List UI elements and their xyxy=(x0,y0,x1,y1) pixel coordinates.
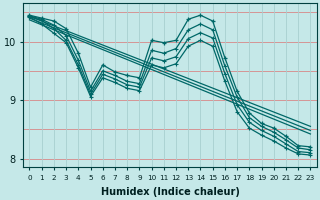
X-axis label: Humidex (Indice chaleur): Humidex (Indice chaleur) xyxy=(100,187,239,197)
